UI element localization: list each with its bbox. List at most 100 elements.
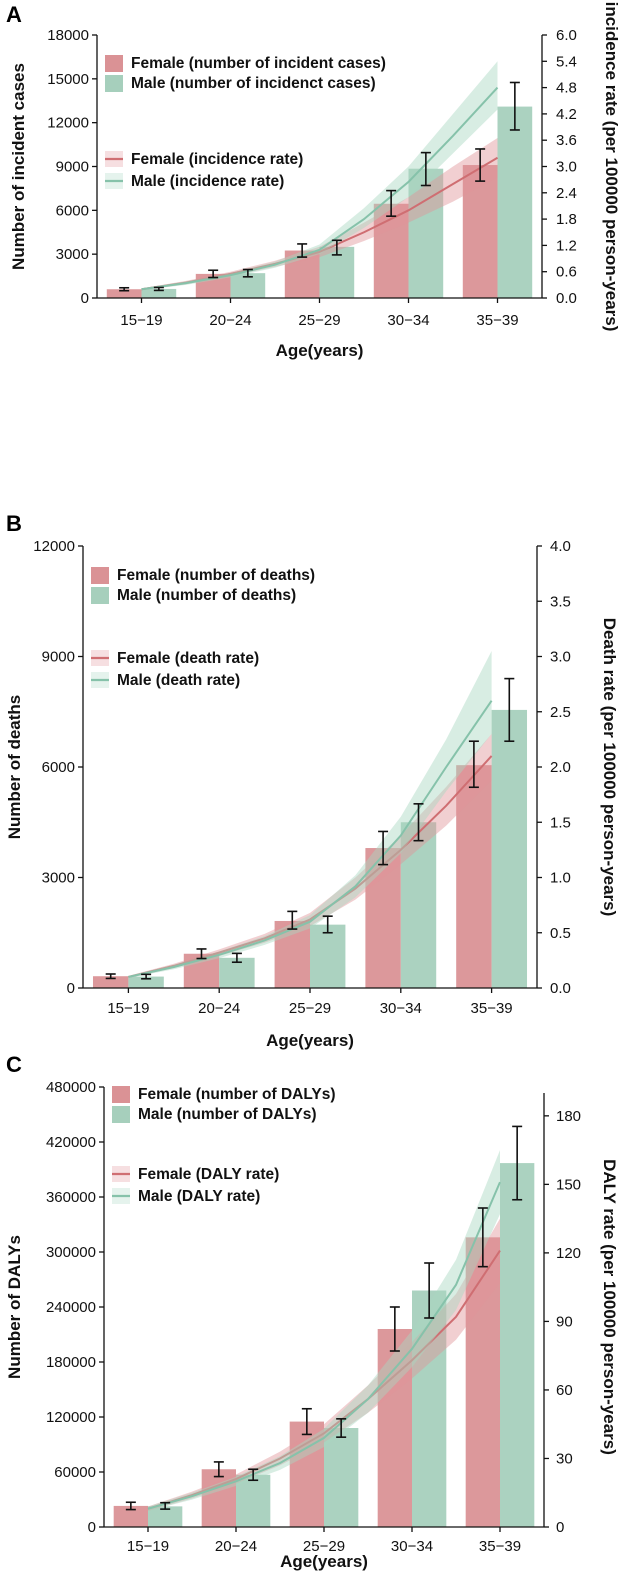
error-bar-female-0	[105, 973, 116, 980]
legend-label: Female (number of DALYs)	[138, 1086, 336, 1103]
legend-label: Female (incidence rate)	[131, 151, 303, 168]
x-tick-label: 25−29	[303, 1538, 345, 1555]
bar-male-3	[400, 822, 437, 988]
left-tick-label: 0	[88, 1519, 96, 1536]
bar-female-0	[92, 976, 129, 988]
left-tick-label: 9000	[56, 159, 89, 176]
y-axis-title-right: Death rate (per 100000 person-years)	[600, 618, 619, 917]
bar-male-3	[408, 168, 444, 298]
x-tick-label: 20−24	[209, 312, 251, 329]
error-bar-male-1	[242, 268, 253, 278]
bar-male-0	[141, 288, 177, 298]
x-tick-label: 15−19	[120, 312, 162, 329]
error-bar-female-0	[125, 1501, 136, 1511]
bar-male-2	[310, 924, 346, 988]
legend-swatch-male	[105, 75, 123, 92]
bar-female-3	[365, 848, 401, 988]
bar-female-2	[289, 1421, 324, 1527]
error-bar-female-4	[477, 1207, 488, 1268]
error-bar-female-4	[468, 740, 479, 789]
legend-swatch-female	[91, 567, 109, 584]
x-tick-label: 35−39	[476, 312, 518, 329]
left-tick-label: 3000	[56, 246, 89, 263]
right-tick-label: 30	[556, 1450, 573, 1467]
right-tick-label: 3.0	[556, 159, 577, 176]
x-tick-label: 25−29	[298, 312, 340, 329]
left-tick-label: 300000	[46, 1244, 96, 1261]
left-tick-label: 0	[67, 980, 75, 997]
right-tick-label: 60	[556, 1382, 573, 1399]
y-axis-title: Number of deaths	[5, 695, 24, 840]
error-bar-male-0	[141, 973, 152, 980]
left-tick-label: 120000	[46, 1409, 96, 1426]
x-tick-label: 30−34	[391, 1538, 433, 1555]
error-bar-male-4	[509, 81, 520, 131]
x-tick-label: 30−34	[380, 1000, 422, 1017]
right-tick-label: 1.5	[550, 814, 571, 831]
left-tick-label: 240000	[46, 1299, 96, 1316]
right-tick-label: 0.0	[550, 980, 571, 997]
legend-swatch-female	[112, 1086, 130, 1103]
y-axis-title: Number of incident cases	[9, 63, 28, 270]
error-bar-female-1	[213, 1461, 224, 1478]
left-tick-label: 3000	[42, 870, 75, 887]
y-axis-title-right: DALY rate (per 100000 person-years)	[600, 1159, 619, 1455]
bar-male-0	[148, 1506, 183, 1527]
legend-label: Female (DALY rate)	[138, 1166, 279, 1183]
x-tick-label: 20−24	[198, 1000, 240, 1017]
error-bar-male-3	[424, 1262, 435, 1319]
legend-label: Female (death rate)	[117, 650, 259, 667]
panel-letter: B	[6, 511, 22, 536]
left-tick-label: 0	[81, 290, 89, 307]
bar-female-0	[113, 1505, 148, 1527]
error-bar-male-1	[248, 1468, 259, 1482]
rate-line-female	[147, 1250, 501, 1510]
error-bar-male-3	[413, 803, 424, 842]
x-tick-label: 15−19	[107, 1000, 149, 1017]
right-tick-label: 1.2	[556, 237, 577, 254]
rate-line-female	[128, 755, 493, 978]
error-bar-male-2	[336, 1418, 347, 1438]
bar-male-1	[236, 1474, 271, 1527]
legend-label: Male (number of incidenct cases)	[131, 75, 376, 92]
left-tick-label: 18000	[47, 27, 89, 44]
error-bar-male-4	[512, 1125, 523, 1201]
error-bar-female-3	[378, 830, 389, 866]
bar-female-0	[106, 289, 142, 298]
right-tick-label: 2.4	[556, 185, 577, 202]
x-axis-title: Age(years)	[266, 1031, 354, 1050]
rate-line-male	[147, 1181, 501, 1510]
right-tick-label: 6.0	[556, 27, 577, 44]
right-tick-label: 120	[556, 1245, 581, 1262]
error-bar-male-1	[231, 952, 242, 964]
legend-label: Male (incidence rate)	[131, 173, 284, 190]
right-tick-label: 0.6	[556, 264, 577, 281]
left-tick-label: 180000	[46, 1354, 96, 1371]
error-bar-male-2	[322, 915, 333, 934]
error-bar-female-3	[386, 189, 397, 217]
legend-label: Female (number of deaths)	[117, 567, 315, 584]
left-tick-label: 12000	[33, 538, 75, 555]
error-bar-female-1	[196, 948, 207, 960]
bar-female-4	[456, 765, 492, 988]
right-tick-label: 90	[556, 1313, 573, 1330]
error-bar-female-1	[208, 269, 219, 279]
right-tick-label: 3.5	[550, 593, 571, 610]
legend-label: Male (number of DALYs)	[138, 1106, 317, 1123]
bar-male-4	[497, 106, 533, 298]
x-axis-title: Age(years)	[276, 341, 364, 360]
error-bar-male-2	[331, 239, 342, 256]
bar-male-2	[324, 1428, 359, 1527]
panel-c: C 0 60000 120000 180000 240000 300000 360000 420…	[5, 1052, 619, 1571]
right-tick-label: 3.6	[556, 132, 577, 149]
left-tick-label: 9000	[42, 649, 75, 666]
bar-male-3	[412, 1290, 447, 1527]
error-bar-female-0	[119, 286, 130, 292]
panel-b: B 0 3000 6000 9000 12000 0.0 0.5 1.0 1.5 2.0 2.5 3.0…	[5, 511, 619, 1050]
left-tick-label: 420000	[46, 1134, 96, 1151]
left-tick-label: 6000	[56, 202, 89, 219]
rate-band-female	[141, 138, 498, 291]
x-tick-label: 20−24	[215, 1538, 257, 1555]
bar-female-4	[465, 1237, 500, 1527]
